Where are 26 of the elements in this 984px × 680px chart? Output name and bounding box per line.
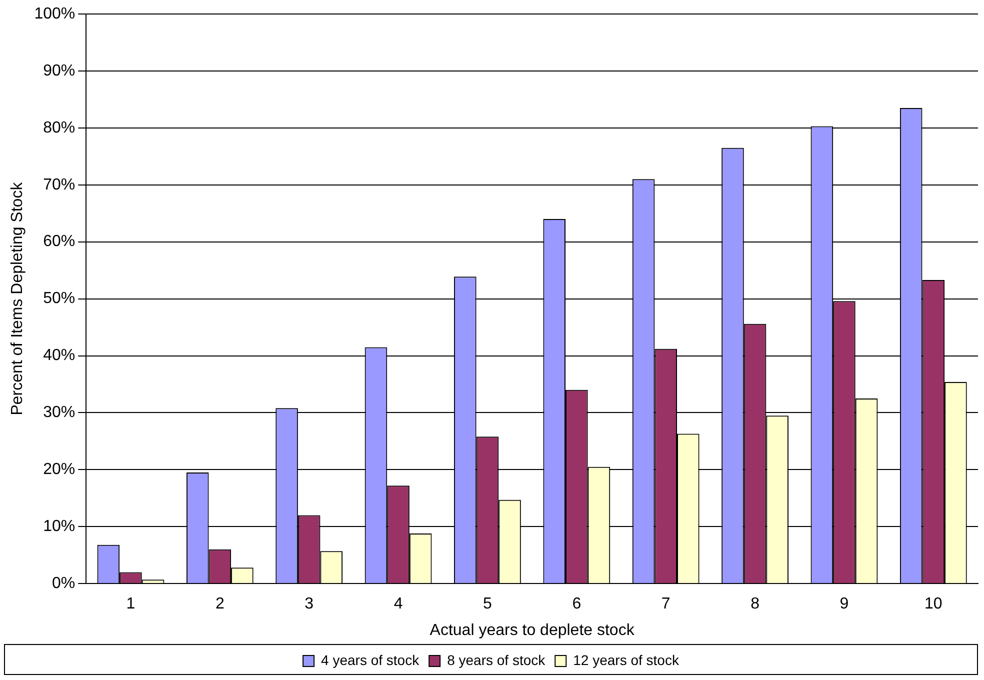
y-tick-label: 10% — [43, 518, 76, 536]
x-tick-label: 2 — [215, 596, 224, 613]
y-tick-label: 50% — [43, 290, 76, 308]
y-tick-label: 40% — [43, 347, 76, 364]
y-tick-label: 20% — [43, 461, 76, 478]
legend-label: 8 years of stock — [447, 652, 546, 668]
x-tick-label: 1 — [126, 596, 136, 613]
x-tick-label: 3 — [304, 596, 314, 613]
y-axis-title: Percent of Items Depleting Stock — [9, 181, 26, 416]
x-tick-label: 5 — [483, 596, 492, 613]
x-tick-label: 8 — [750, 596, 760, 613]
x-tick-label: 10 — [924, 596, 942, 613]
y-tick-label: 90% — [43, 62, 76, 80]
x-axis-title: Actual years to deplete stock — [430, 622, 636, 639]
x-tick-label: 7 — [661, 596, 670, 613]
y-tick-label: 70% — [43, 176, 76, 194]
legend-label: 4 years of stock — [321, 652, 420, 668]
y-tick-label: 30% — [43, 404, 76, 422]
y-tick-label: 80% — [43, 119, 76, 136]
x-tick-label: 9 — [840, 596, 849, 613]
y-tick-label: 100% — [34, 5, 76, 22]
legend-label: 12 years of stock — [573, 652, 680, 668]
y-tick-label: 60% — [43, 233, 76, 250]
x-tick-label: 4 — [394, 596, 403, 613]
x-tick-label: 6 — [572, 596, 582, 613]
y-tick-label: 0% — [52, 575, 76, 592]
